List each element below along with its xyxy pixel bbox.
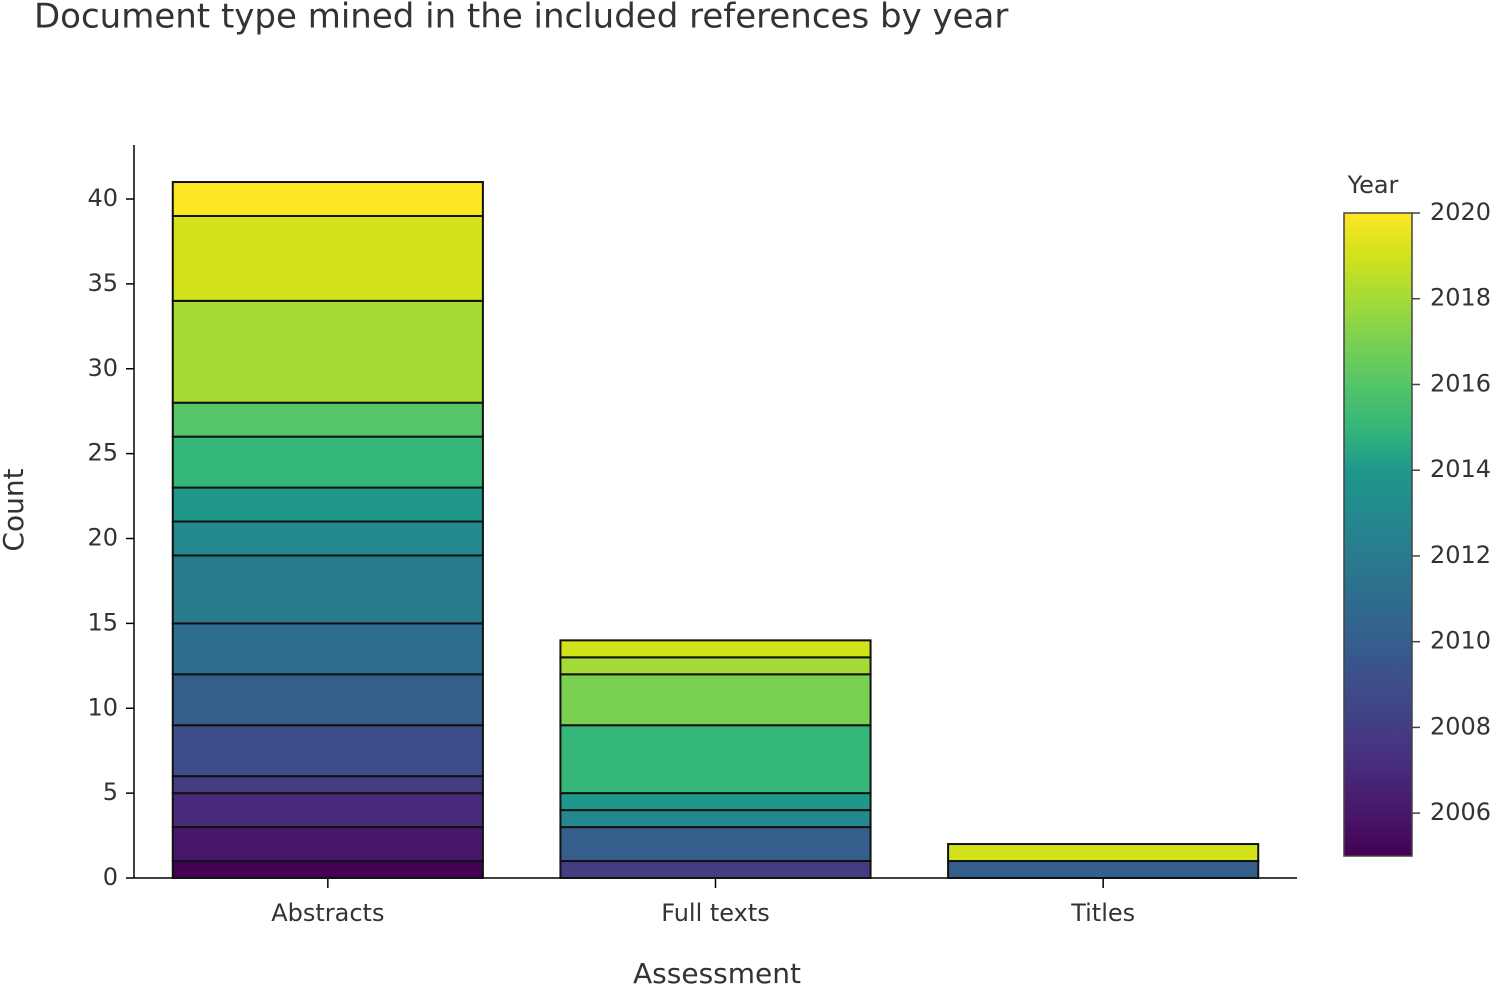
y-tick-label: 25 — [87, 439, 118, 467]
colorbar-tick-label: 2006 — [1430, 798, 1491, 826]
bar-segment — [171, 401, 484, 438]
bar-segment — [171, 775, 484, 795]
bar-segment — [171, 181, 484, 217]
x-axis-label: Assessment — [633, 957, 801, 988]
bar-segment — [559, 809, 872, 829]
y-tick-label: 30 — [87, 354, 118, 382]
bar-segment — [171, 214, 484, 302]
bar-segment — [171, 724, 484, 778]
y-tick-label: 10 — [87, 693, 118, 721]
bar-segment — [947, 843, 1260, 863]
bar-segment — [559, 639, 872, 659]
bar-segment — [171, 435, 484, 489]
y-tick-label: 35 — [87, 269, 118, 297]
bar-segment — [171, 554, 484, 625]
bar-segment — [171, 622, 484, 676]
bar-segment — [171, 860, 484, 880]
bar-segment — [171, 299, 484, 404]
y-tick-label: 0 — [103, 863, 118, 891]
colorbar-tick-label: 2016 — [1430, 369, 1491, 397]
bar-segment — [171, 792, 484, 829]
bar-segment — [559, 724, 872, 795]
y-tick-label: 5 — [103, 778, 118, 806]
colorbar-tick-label: 2018 — [1430, 284, 1491, 312]
colorbar-tick-label: 2008 — [1430, 712, 1491, 740]
colorbar-tick-label: 2012 — [1430, 541, 1491, 569]
colorbar-tick-label: 2010 — [1430, 627, 1491, 655]
colorbar-tick-label: 2014 — [1430, 455, 1491, 483]
x-tick-label: Titles — [1070, 899, 1135, 927]
y-tick-label: 40 — [87, 184, 118, 212]
bar-segment — [947, 860, 1260, 880]
chart-title: Document type mined in the included refe… — [34, 0, 1008, 37]
bar-segment — [559, 826, 872, 863]
y-axis-label: Count — [0, 468, 30, 551]
x-tick-label: Full texts — [661, 899, 770, 927]
y-tick-label: 20 — [87, 524, 118, 552]
bar-segment — [559, 656, 872, 676]
bar-segment — [559, 792, 872, 812]
bar-segment — [171, 486, 484, 523]
bar-segment — [559, 860, 872, 880]
x-tick-label: Abstracts — [271, 899, 384, 927]
bar-segment — [171, 520, 484, 557]
bar-segment — [559, 673, 872, 727]
colorbar — [1343, 212, 1413, 857]
bar-segment — [171, 673, 484, 727]
colorbar-title: Year — [1347, 171, 1399, 199]
bar-segment — [171, 826, 484, 863]
y-tick-label: 15 — [87, 608, 118, 636]
colorbar-tick-label: 2020 — [1430, 198, 1491, 226]
